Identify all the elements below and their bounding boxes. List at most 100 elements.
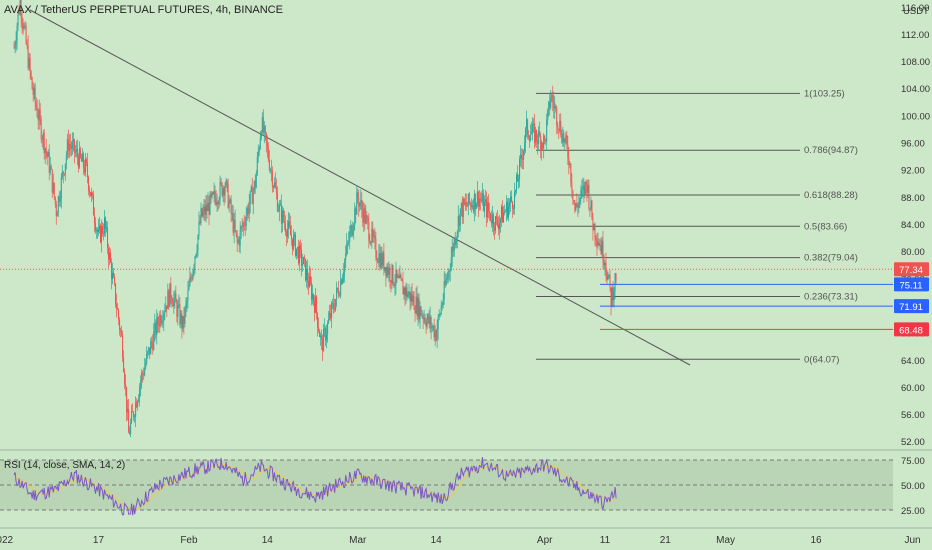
candle-body	[521, 154, 523, 159]
candle-body	[517, 174, 519, 182]
candle-body	[129, 432, 131, 435]
candle-body	[255, 173, 257, 188]
candle-body	[237, 239, 239, 243]
candle-body	[173, 298, 175, 307]
candle-body	[188, 285, 190, 291]
candle-body	[429, 317, 431, 325]
candle-body	[37, 116, 39, 121]
candle-body	[115, 283, 117, 305]
candle-body	[389, 267, 391, 281]
candle-body	[95, 229, 97, 231]
candle-body	[386, 267, 388, 277]
candle-body	[601, 240, 603, 254]
candle-body	[477, 191, 479, 207]
candle-body	[83, 167, 85, 173]
candle-body	[444, 281, 446, 285]
candle-body	[489, 212, 491, 220]
candle-body	[419, 306, 421, 320]
candle-body	[399, 274, 401, 279]
candle-body	[155, 322, 157, 336]
candle-body	[611, 287, 613, 306]
candle-body	[504, 211, 505, 213]
candle-body	[455, 238, 457, 245]
candle-body	[390, 280, 392, 283]
candle-body	[44, 148, 46, 154]
candle-body	[253, 181, 255, 191]
candle-body	[507, 201, 509, 218]
candle-body	[585, 182, 587, 185]
candle-body	[395, 269, 397, 285]
candle-body	[608, 274, 610, 277]
candle-body	[582, 185, 584, 189]
candle-body	[423, 317, 425, 320]
candle-body	[363, 208, 365, 223]
candle-body	[561, 135, 563, 143]
candle-body	[354, 208, 356, 225]
candle-body	[418, 297, 420, 320]
candle-body	[470, 203, 472, 208]
candle-body	[505, 211, 507, 213]
candle-body	[523, 150, 525, 160]
candle-body	[34, 87, 36, 102]
candle-body	[172, 302, 174, 307]
candle-body	[233, 219, 235, 233]
candle-body	[451, 246, 453, 258]
candle-body	[248, 204, 250, 215]
candle-body	[130, 422, 132, 435]
candle-body	[510, 196, 512, 203]
y-tick-label: 108.00	[901, 57, 930, 68]
candle-body	[486, 202, 488, 218]
candle-body	[90, 192, 92, 197]
candle-body	[103, 233, 105, 235]
candle-body	[200, 208, 202, 224]
candle-body	[181, 313, 183, 329]
fib-level-label: 1(103.25)	[804, 88, 845, 99]
candle-body	[549, 101, 551, 108]
candle-body	[134, 416, 136, 418]
candle-body	[42, 132, 44, 140]
candle-body	[72, 139, 74, 143]
candle-body	[560, 121, 562, 136]
candle-body	[36, 107, 38, 117]
candle-body	[311, 283, 313, 300]
candle-body	[126, 386, 128, 413]
candle-body	[413, 295, 415, 310]
candle-body	[156, 316, 158, 336]
candle-body	[544, 135, 546, 140]
candle-body	[577, 205, 579, 209]
candle-body	[559, 121, 561, 131]
candle-body	[254, 181, 256, 188]
candle-body	[88, 190, 90, 193]
candle-body	[109, 252, 111, 260]
candle-body	[454, 238, 456, 245]
candle-body	[350, 225, 352, 232]
candle-body	[499, 218, 501, 223]
candle-body	[500, 206, 502, 219]
candle-body	[391, 265, 393, 283]
candle-body	[157, 316, 159, 325]
candle-body	[508, 206, 510, 218]
candle-body	[326, 334, 328, 341]
candle-body	[151, 341, 153, 343]
candle-body	[212, 192, 214, 194]
candle-body	[351, 225, 353, 236]
rsi-label: RSI (14, close, SMA, 14, 2)	[4, 460, 126, 471]
candle-body	[439, 314, 441, 315]
candle-body	[296, 246, 298, 249]
candle-body	[335, 299, 337, 311]
candle-body	[271, 170, 273, 187]
candle-body	[402, 281, 404, 295]
candle-body	[231, 213, 233, 214]
candle-body	[114, 277, 116, 284]
candle-body	[604, 263, 606, 266]
x-tick-label: 21	[660, 535, 672, 546]
candle-body	[260, 132, 262, 138]
candle-body	[448, 270, 450, 272]
candle-body	[307, 269, 309, 282]
candle-body	[548, 101, 550, 111]
candle-body	[572, 190, 574, 200]
candle-body	[511, 196, 513, 202]
candle-body	[463, 198, 465, 205]
candle-body	[443, 281, 445, 300]
